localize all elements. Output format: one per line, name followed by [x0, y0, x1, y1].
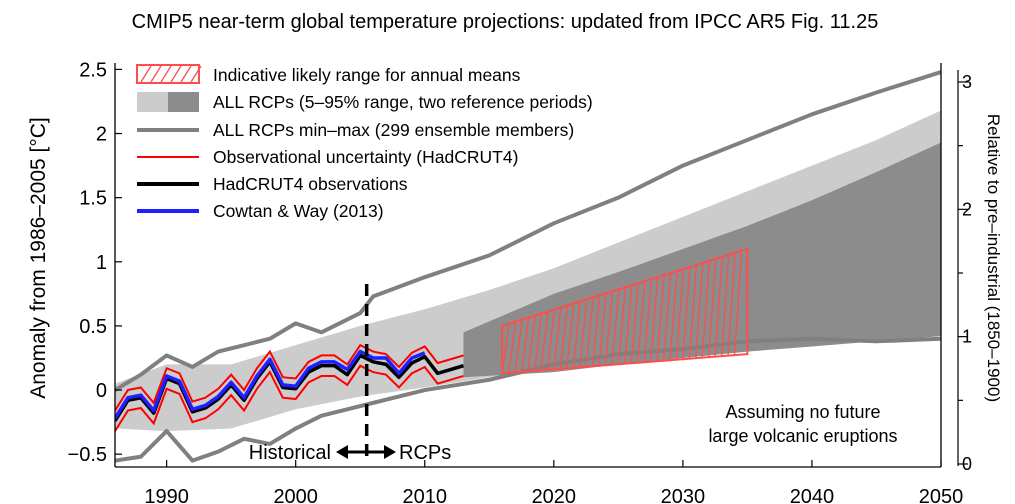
likely-range-hatch-line	[720, 254, 730, 357]
likely-range-hatch-line	[630, 283, 639, 364]
legend-label-likely-range: Indicative likely range for annual means	[213, 65, 521, 85]
likely-range-hatch-line	[656, 275, 665, 362]
likely-range-hatching	[501, 250, 743, 374]
likely-range-hatch-line	[662, 273, 672, 361]
hadcrut4-line	[115, 353, 464, 422]
likely-range-hatch-line	[559, 305, 569, 369]
likely-range-hatch-line	[624, 285, 633, 364]
likely-range-hatch-line	[514, 319, 523, 373]
likely-range-hatch-line	[553, 307, 562, 370]
volcanic-note-line1: Assuming no future	[725, 402, 880, 422]
cowtan-way-line	[115, 349, 426, 420]
rcp-band-dark	[463, 142, 941, 378]
legend-likely-range-hatch	[160, 65, 172, 83]
likely-range-hatch-line	[695, 262, 704, 359]
y-tick-label-1: 1	[96, 252, 107, 274]
likely-range-hatch-line	[578, 299, 588, 368]
likely-range-hatch-line	[527, 315, 536, 372]
likely-range-hatch-line	[546, 309, 556, 370]
y-tick-label-2.5: 2.5	[79, 59, 107, 81]
minmax-lower-line	[115, 336, 941, 463]
y-tick-label-0: 0	[96, 380, 107, 402]
legend-label-obs-uncertainty: Observational uncertainty (HadCRUT4)	[213, 147, 518, 167]
right-tick-label-3: 3	[962, 72, 972, 92]
likely-range-hatch-line	[572, 301, 581, 368]
historical-rcp-arrow	[336, 445, 396, 459]
legend-label-cowtan-way: Cowtan & Way (2013)	[213, 201, 384, 221]
legend-likely-range-hatch	[140, 65, 152, 83]
likely-range-hatch-line	[727, 252, 736, 356]
likely-range-hatch-line	[501, 323, 510, 374]
legend-label-hadcrut4: HadCRUT4 observations	[213, 174, 408, 194]
x-tick-label-2000: 2000	[273, 486, 318, 504]
legend-likely-range-hatch	[190, 65, 202, 83]
legend-likely-range-hatch	[150, 65, 162, 83]
right-tick-label-2: 2	[962, 199, 972, 219]
historical-label: Historical	[249, 442, 331, 464]
likely-range-hatch-line	[533, 313, 543, 371]
likely-range-hatch-line	[701, 260, 710, 358]
likely-range-hatch-line	[675, 268, 685, 360]
legend-rcp-dark-swatch	[168, 92, 199, 112]
x-tick-label-1990: 1990	[144, 486, 189, 504]
x-tick-label-2030: 2030	[661, 486, 706, 504]
x-tick-label-2040: 2040	[790, 486, 835, 504]
right-tick-label-1: 1	[962, 327, 972, 347]
likely-range-hatch-line	[617, 287, 627, 365]
likely-range-hatch-line	[611, 289, 620, 365]
right-axis-label: Relative to pre–industrial (1850–1900)	[984, 114, 1003, 402]
y-axis-label: Anomaly from 1986–2005 [°C]	[27, 117, 50, 399]
rcp-band-light	[115, 110, 941, 432]
legend-label-rcp-bands: ALL RCPs (5–95% range, two reference per…	[213, 92, 593, 112]
likely-range-hatch-line	[598, 293, 607, 366]
legend-likely-range-hatch	[170, 65, 182, 83]
obs-uncertainty-lower	[115, 364, 464, 432]
y-tick-label-1.5: 1.5	[79, 188, 107, 210]
y-tick-label--0.5: −0.5	[68, 444, 107, 466]
y-tick-label-2: 2	[96, 124, 107, 146]
likely-range-hatch-line	[507, 321, 517, 373]
x-tick-label-2020: 2020	[532, 486, 577, 504]
likely-range-hatch-line	[714, 256, 723, 357]
likely-range-hatch-line	[708, 258, 717, 358]
likely-range-hatch-line	[604, 291, 614, 366]
likely-range-hatch-line	[566, 303, 575, 369]
likely-range-hatch-line	[649, 277, 659, 362]
likely-range-hatch-line	[669, 270, 678, 361]
likely-range-box	[501, 247, 749, 375]
likely-range-hatch-line	[585, 297, 594, 367]
rcps-label: RCPs	[399, 442, 451, 464]
obs-uncertainty-upper	[115, 343, 464, 412]
y-tick-label-0.5: 0.5	[79, 316, 107, 338]
x-tick-label-2050: 2050	[919, 486, 964, 504]
likely-range-hatch-line	[733, 250, 743, 356]
legend-label-minmax: ALL RCPs min–max (299 ensemble members)	[213, 120, 574, 140]
likely-range-hatch-line	[643, 279, 652, 363]
x-tick-label-2010: 2010	[403, 486, 448, 504]
likely-range-hatch-line	[688, 264, 698, 359]
legend-rcp-light-swatch	[137, 92, 168, 112]
likely-range-hatch-line	[682, 266, 691, 360]
likely-range-hatch-line	[540, 311, 549, 371]
likely-range-hatch-line	[520, 317, 530, 372]
likely-range-hatch-line	[637, 281, 646, 363]
legend: Indicative likely range for annual means…	[136, 64, 593, 221]
legend-likely-range-hatch	[180, 65, 192, 83]
chart-title: CMIP5 near-term global temperature proje…	[132, 11, 879, 33]
volcanic-note-line2: large volcanic eruptions	[708, 426, 897, 446]
likely-range-hatch-line	[591, 295, 601, 367]
right-tick-label-0: 0	[962, 454, 972, 474]
